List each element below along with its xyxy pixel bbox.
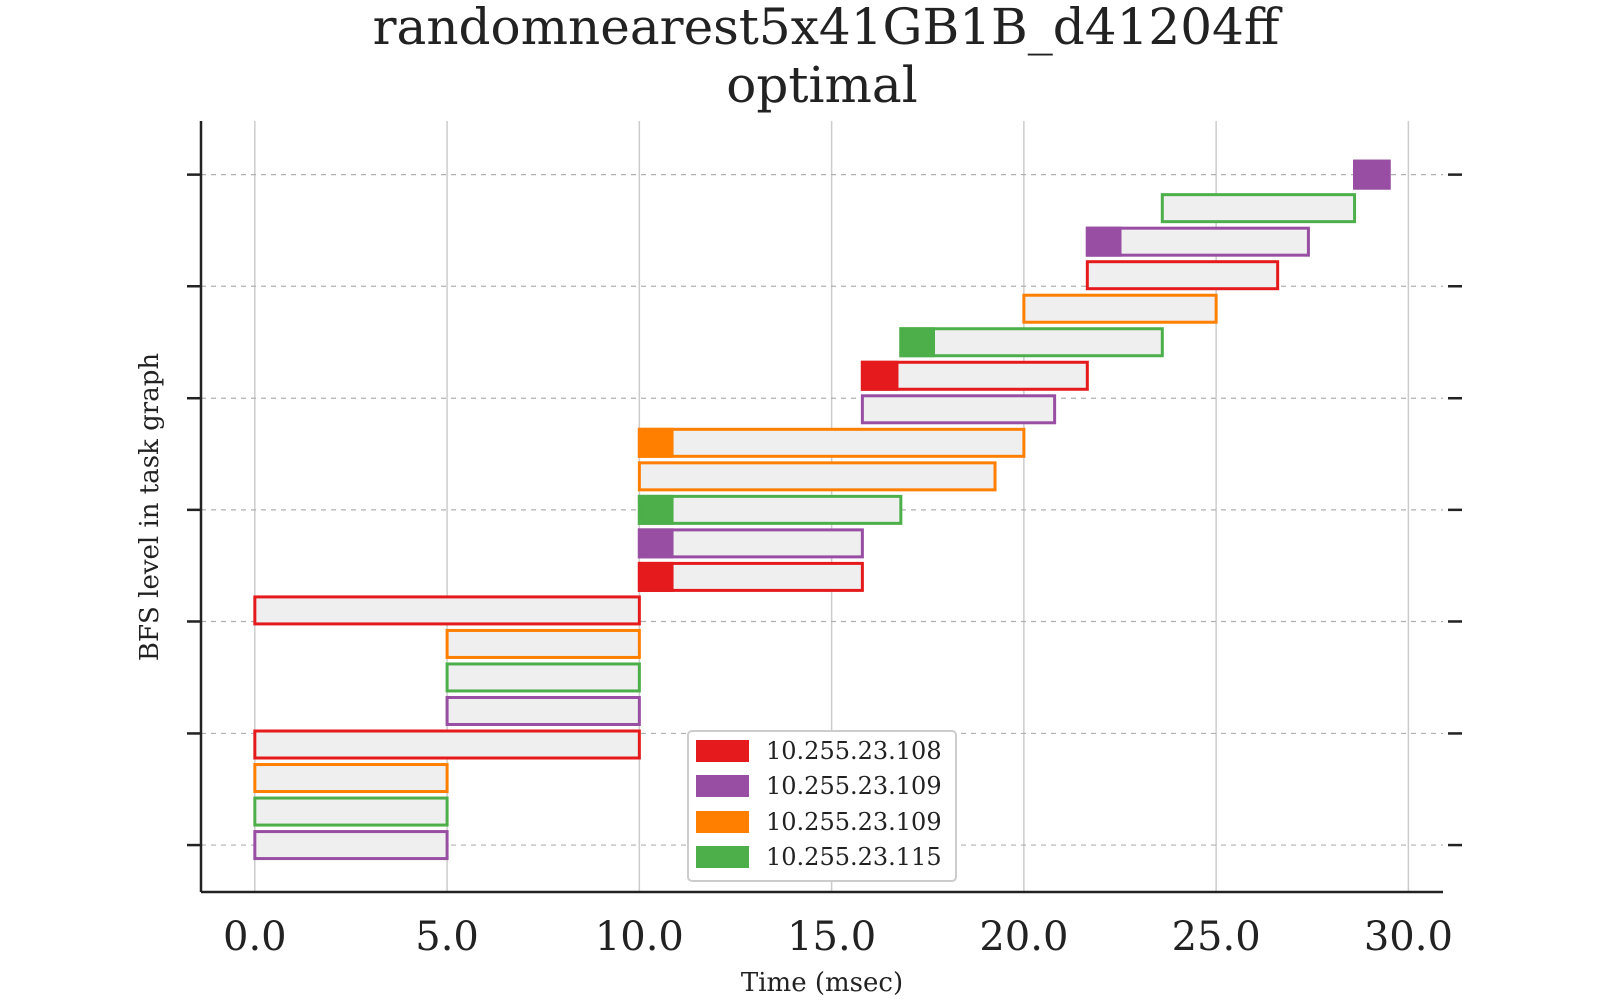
legend-swatch	[696, 775, 749, 797]
task-bar	[1085, 226, 1310, 257]
x-tick-label: 5.0	[415, 914, 479, 960]
task-bar-body	[253, 796, 449, 827]
task-bar	[1085, 260, 1280, 291]
task-bar	[445, 628, 641, 659]
chart-title: randomnearest5x41GB1B_d41204ff	[373, 0, 1283, 56]
legend-box	[687, 730, 957, 882]
task-bar	[637, 461, 997, 492]
task-bar-body	[860, 394, 1057, 425]
task-bar-head	[637, 494, 674, 525]
x-tick-label: 25.0	[1172, 914, 1261, 960]
x-tick-label: 20.0	[979, 914, 1068, 960]
task-bar-body	[445, 628, 641, 659]
task-bar-head	[637, 528, 674, 559]
task-bar	[637, 427, 1026, 458]
task-bar-body	[637, 427, 1026, 458]
legend: 10.255.23.108 10.255.23.109 10.255.23.10…	[687, 730, 957, 882]
task-bar-body	[445, 662, 641, 693]
legend-label: 10.255.23.115	[766, 843, 942, 871]
task-bar	[899, 327, 1164, 358]
task-bar-head	[1085, 226, 1122, 257]
task-bar	[1160, 193, 1357, 224]
task-bar	[445, 662, 641, 693]
task-bar-body	[445, 695, 641, 726]
task-bar	[253, 595, 641, 626]
task-bar-head	[860, 360, 899, 391]
task-bar	[860, 394, 1057, 425]
task-bar	[1022, 293, 1218, 324]
task-bar-body	[1085, 260, 1280, 291]
task-bar	[860, 360, 1089, 391]
task-bar-body	[1160, 193, 1357, 224]
legend-label: 10.255.23.108	[766, 737, 942, 765]
legend-swatch	[696, 740, 749, 762]
x-tick-label: 0.0	[223, 914, 287, 960]
task-bar	[253, 729, 641, 760]
task-bar-body	[637, 461, 997, 492]
task-bar-body	[1022, 293, 1218, 324]
legend-swatch	[696, 811, 749, 833]
x-tick-label: 15.0	[787, 914, 876, 960]
task-bar-head	[1353, 159, 1391, 190]
task-bar	[253, 763, 449, 794]
task-bar	[253, 796, 449, 827]
task-bar-body	[253, 830, 449, 861]
x-axis-label: Time (msec)	[741, 968, 903, 998]
task-bar-head	[899, 327, 936, 358]
task-bar-body	[899, 327, 1164, 358]
task-bar-body	[253, 763, 449, 794]
task-bar-body	[253, 595, 641, 626]
legend-label: 10.255.23.109	[766, 772, 942, 800]
task-bar-body	[860, 360, 1089, 391]
x-tick-label: 10.0	[595, 914, 684, 960]
task-bar-body	[1085, 226, 1310, 257]
task-bars	[253, 159, 1391, 861]
y-axis-label: BFS level in task graph	[135, 353, 165, 661]
task-bar	[637, 494, 903, 525]
task-bar	[1353, 159, 1391, 190]
axis-ticks: 0.0 5.0 10.0 15.0 20.0 25.0 30.0	[187, 173, 1462, 960]
x-tick-label: 30.0	[1364, 914, 1453, 960]
legend-swatch	[696, 846, 749, 868]
task-bar-body	[637, 494, 903, 525]
task-bar-head	[637, 561, 674, 592]
task-bar	[637, 528, 864, 559]
task-bar	[637, 561, 864, 592]
task-bar	[253, 830, 449, 861]
task-bar-head	[637, 427, 674, 458]
legend-label: 10.255.23.109	[766, 808, 942, 836]
task-bar-body	[253, 729, 641, 760]
task-bar	[445, 695, 641, 726]
chart-subtitle: optimal	[726, 56, 917, 114]
